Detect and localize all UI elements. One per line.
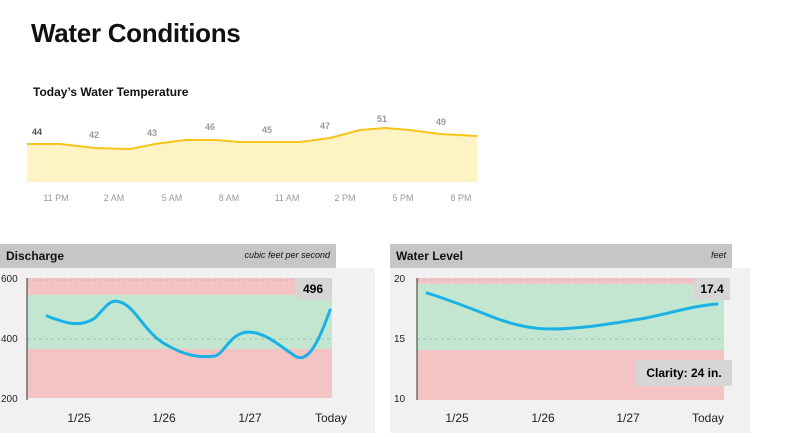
temp-xtick-7: 5 PM [392, 193, 413, 203]
temp-label-1: 44 [32, 127, 42, 137]
water-level-high-band [417, 278, 724, 284]
discharge-xtick-1: 1/25 [67, 411, 91, 425]
discharge-line [45, 299, 332, 360]
temp-xtick-6: 2 PM [334, 193, 355, 203]
discharge-current-value: 496 [303, 282, 323, 296]
temp-label-2: 42 [89, 130, 99, 140]
water-clarity-label: Clarity: 24 in. [646, 366, 721, 380]
discharge-high-band [27, 278, 332, 295]
water-level-ytick-1: 20 [394, 274, 406, 285]
discharge-low-band [27, 349, 332, 398]
temp-label-4: 46 [205, 122, 215, 132]
discharge-ytick-3: 200 [1, 394, 18, 405]
temp-xtick-5: 11 AM [275, 193, 300, 203]
discharge-ytick-2: 400 [1, 334, 18, 345]
water-level-ytick-2: 15 [394, 334, 406, 345]
temp-xtick-2: 2 AM [104, 193, 125, 203]
water-level-ytick-3: 10 [394, 394, 406, 405]
discharge-xtick-3: 1/27 [238, 411, 262, 425]
temperature-line [27, 126, 478, 151]
water-level-normal-band [417, 284, 724, 350]
water-level-current-value: 17.4 [700, 282, 724, 296]
discharge-header: Discharge cubic feet per second [0, 244, 336, 268]
discharge-units: cubic feet per second [244, 250, 330, 260]
discharge-xtick-2: 1/26 [152, 411, 176, 425]
discharge-xtick-4: Today [315, 411, 347, 425]
temperature-title: Today’s Water Temperature [33, 85, 189, 99]
temp-xtick-4: 8 AM [219, 193, 240, 203]
water-level-chart: 17.4 Clarity: 24 in. 20 15 10 1/25 1/26 … [390, 268, 750, 433]
water-level-units: feet [710, 250, 726, 260]
temp-label-3: 43 [147, 128, 157, 138]
page-title: Water Conditions [31, 18, 241, 48]
discharge-ytick-1: 600 [1, 274, 18, 285]
temp-label-8: 49 [436, 117, 446, 127]
temperature-area [27, 128, 477, 182]
temp-label-7: 51 [377, 114, 387, 124]
temp-label-6: 47 [320, 121, 330, 131]
discharge-normal-band [27, 295, 332, 349]
water-level-line [425, 291, 719, 331]
discharge-chart: 496 600 400 200 1/25 1/26 1/27 Today [0, 268, 375, 433]
temp-label-5: 45 [262, 125, 272, 135]
water-level-xtick-1: 1/25 [445, 411, 469, 425]
temperature-chart: 44 42 43 46 45 47 51 49 11 PM 2 AM 5 AM … [27, 114, 478, 203]
water-level-xtick-3: 1/27 [616, 411, 640, 425]
water-level-title: Water Level [396, 249, 463, 263]
temp-xtick-1: 11 PM [43, 193, 68, 203]
water-level-xtick-4: Today [692, 411, 724, 425]
temp-xtick-3: 5 AM [162, 193, 183, 203]
water-level-xtick-2: 1/26 [531, 411, 555, 425]
discharge-title: Discharge [6, 249, 65, 263]
temp-xtick-8: 8 PM [450, 193, 471, 203]
water-level-header: Water Level feet [390, 244, 732, 268]
